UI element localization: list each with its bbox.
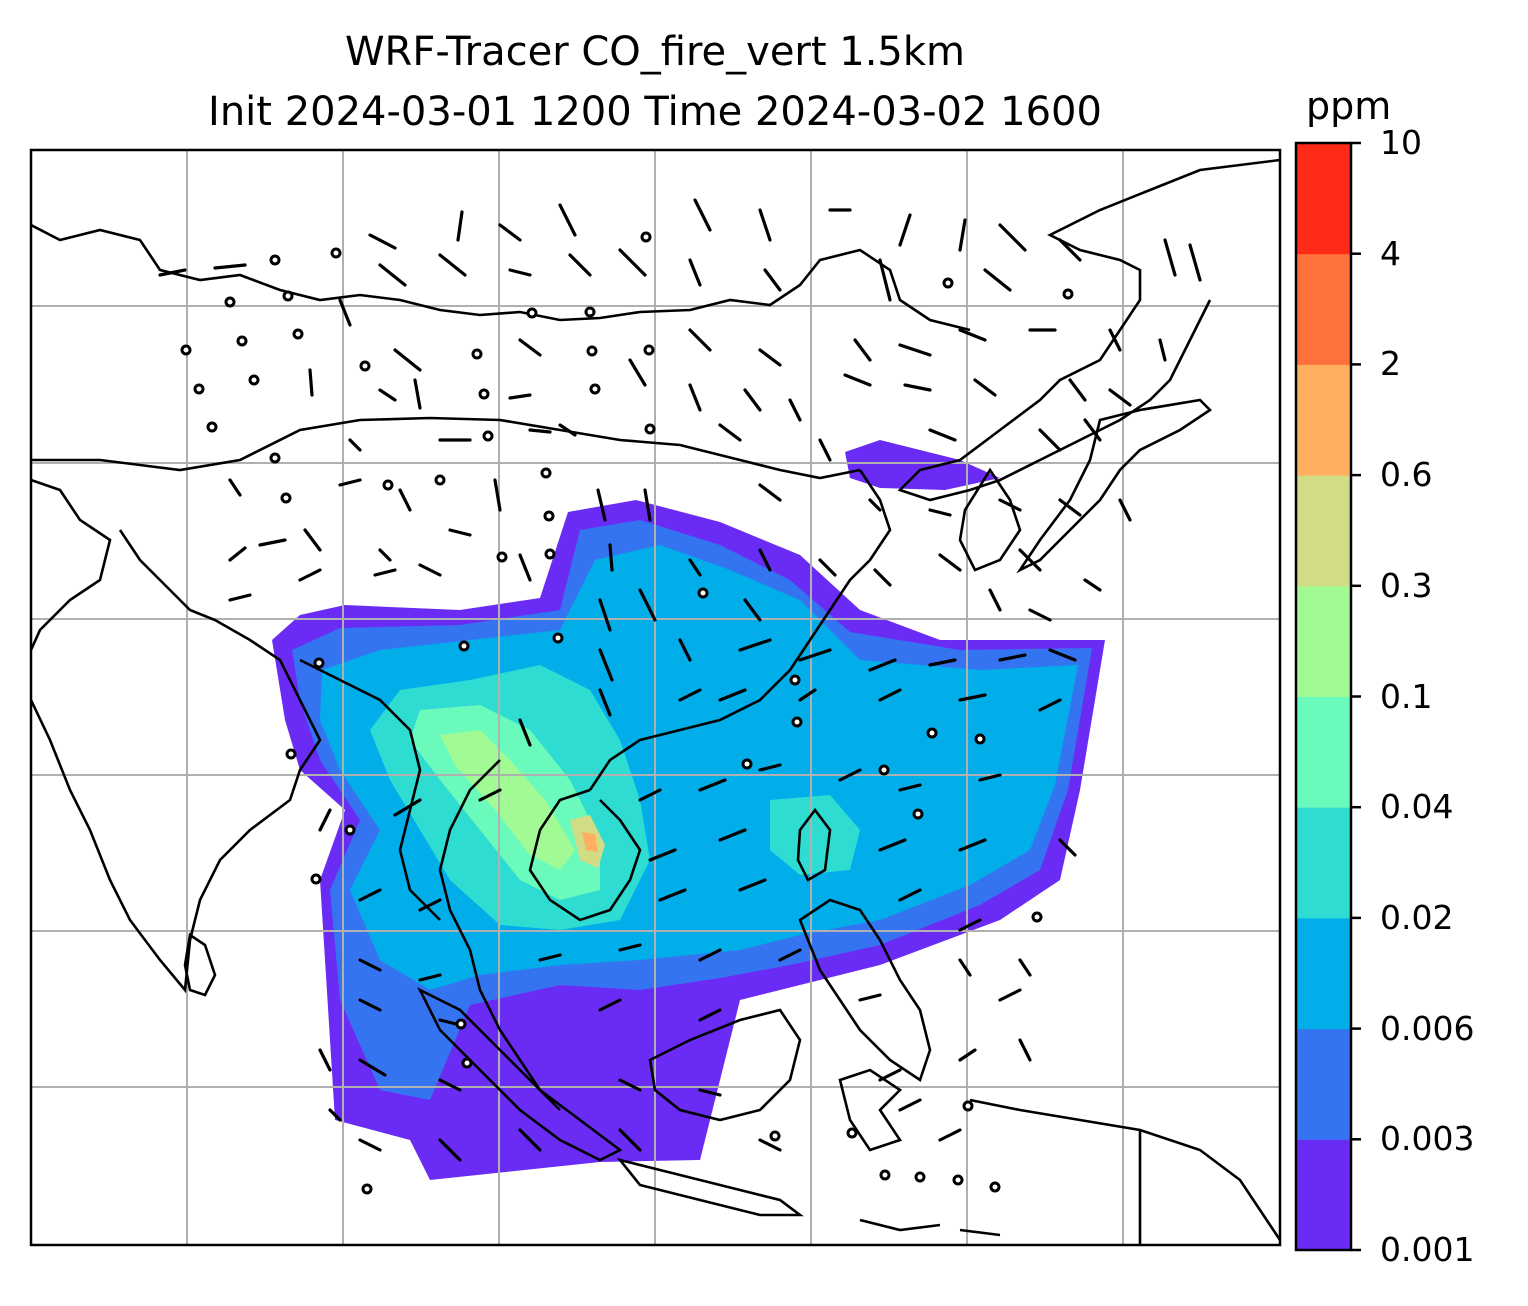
sumatra — [417, 987, 623, 1162]
china-coast — [588, 469, 892, 791]
plume-level-8 — [582, 832, 598, 852]
colorbar-tick-label: 2 — [1380, 344, 1401, 384]
korea — [958, 467, 1022, 572]
colorbar-unit-label: ppm — [1306, 84, 1392, 128]
indochina — [438, 759, 642, 1111]
borneo — [648, 1008, 802, 1122]
colorbar-bin-4 — [1296, 696, 1351, 808]
java — [616, 1157, 804, 1217]
plume-level-1-north — [845, 440, 1000, 490]
map-title: WRF-Tracer CO_fire_vert 1.5km — [344, 29, 966, 75]
northeast-coast — [897, 158, 1280, 502]
map-subtitle: Init 2024-03-01 1200 Time 2024-03-02 160… — [208, 89, 1102, 135]
colorbar-bin-1 — [1296, 1028, 1351, 1140]
calm-wind-circles — [180, 231, 1074, 1195]
new-guinea — [969, 1098, 1280, 1245]
mongolia-border — [31, 223, 971, 332]
colorbar-tick-label: 0.001 — [1380, 1230, 1475, 1269]
colorbar-tick-label: 0.02 — [1380, 897, 1454, 937]
colorbar-bin-7 — [1296, 364, 1351, 476]
colorbar-tick-label: 0.3 — [1380, 565, 1433, 605]
colorbar-bin-8 — [1296, 253, 1351, 365]
colorbar-bin-0 — [1296, 1139, 1351, 1251]
colorbar-blocks — [1296, 143, 1351, 1251]
himalaya-border — [31, 416, 861, 480]
map-frame — [29, 148, 1282, 1247]
colorbar-tick-label: 0.6 — [1380, 455, 1433, 495]
india-coastline — [31, 478, 322, 994]
colorbar-tick-label: 0.1 — [1380, 676, 1433, 716]
colorbar-tick-label: 0.006 — [1380, 1008, 1475, 1048]
sulawesi — [838, 1068, 903, 1152]
wind-barbs — [158, 198, 1202, 1162]
map-panel — [31, 150, 1280, 1245]
colorbar-tick-label: 0.003 — [1380, 1119, 1475, 1159]
concentration-field — [272, 440, 1105, 1180]
colorbar-bin-5 — [1296, 585, 1351, 697]
colorbar — [1294, 141, 1361, 1252]
colorbar-bin-9 — [1296, 143, 1351, 255]
colorbar-tick-label: 4 — [1380, 233, 1401, 273]
plume-level-6 — [440, 730, 575, 870]
colorbar-bin-6 — [1296, 475, 1351, 587]
bay-of-bengal-east — [299, 658, 441, 921]
sri-lanka — [183, 932, 217, 997]
lesser-sunda — [859, 1218, 1001, 1237]
gridlines — [31, 150, 1280, 1245]
colorbar-bin-3 — [1296, 807, 1351, 919]
colorbar-bin-2 — [1296, 917, 1351, 1030]
philippines — [798, 898, 932, 1083]
taiwan — [796, 807, 832, 882]
colorbar-tick-label: 10 — [1380, 123, 1422, 162]
colorbar-tick-label: 0.04 — [1380, 787, 1454, 827]
colorbar-ticks — [1351, 141, 1361, 1252]
japan — [1016, 398, 1213, 574]
plume-level-4-east — [770, 795, 860, 875]
